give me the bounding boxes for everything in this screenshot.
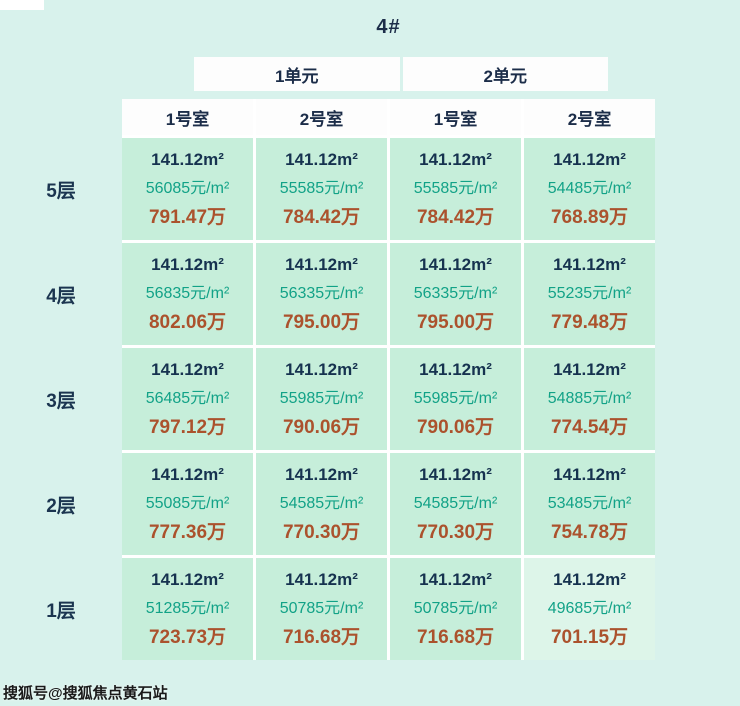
corner-artifact (0, 0, 44, 10)
price-cell-f4-u1-r1: 141.12m² 56835元/m² 802.06万 (122, 243, 253, 345)
area-value: 141.12m² (285, 569, 358, 589)
unit-price-value: 50785元/m² (413, 599, 498, 617)
price-cell-f4-u2-r1: 141.12m² 56335元/m² 795.00万 (390, 243, 521, 345)
unit-price-value: 55585元/m² (413, 179, 498, 197)
price-cell-f3-u1-r2: 141.12m² 55985元/m² 790.06万 (256, 348, 387, 450)
area-value: 141.12m² (151, 149, 224, 169)
area-value: 141.12m² (285, 359, 358, 379)
total-price-value: 791.47万 (148, 206, 227, 228)
unit-tab-2[interactable]: 2单元 (402, 57, 608, 91)
area-value: 141.12m² (285, 149, 358, 169)
area-value: 141.12m² (285, 464, 358, 484)
area-value: 141.12m² (151, 254, 224, 274)
total-price-value: 723.73万 (148, 626, 227, 648)
price-cell-f3-u1-r1: 141.12m² 56485元/m² 797.12万 (122, 348, 253, 450)
price-cell-f2-u2-r1: 141.12m² 54585元/m² 770.30万 (390, 453, 521, 555)
area-value: 141.12m² (419, 464, 492, 484)
unit-price-value: 53485元/m² (547, 494, 632, 512)
area-value: 141.12m² (151, 464, 224, 484)
area-value: 141.12m² (419, 254, 492, 274)
price-cell-f5-u2-r1: 141.12m² 55585元/m² 784.42万 (390, 138, 521, 240)
price-cell-f3-u2-r1: 141.12m² 55985元/m² 790.06万 (390, 348, 521, 450)
watermark-text: 搜狐号@搜狐焦点黄石站 (3, 685, 168, 702)
price-cell-f4-u2-r2: 141.12m² 55235元/m² 779.48万 (524, 243, 655, 345)
price-cell-f2-u1-r2: 141.12m² 54585元/m² 770.30万 (256, 453, 387, 555)
total-price-value: 790.06万 (416, 416, 495, 438)
total-price-value: 774.54万 (550, 416, 629, 438)
area-value: 141.12m² (151, 569, 224, 589)
total-price-value: 777.36万 (148, 521, 227, 543)
price-cell-f3-u2-r2: 141.12m² 54885元/m² 774.54万 (524, 348, 655, 450)
area-value: 141.12m² (419, 359, 492, 379)
total-price-value: 768.89万 (550, 206, 629, 228)
unit-price-value: 55085元/m² (145, 494, 230, 512)
unit-price-value: 50785元/m² (279, 599, 364, 617)
unit-price-value: 54585元/m² (413, 494, 498, 512)
room-header-u1-r1: 1号室 (122, 99, 253, 135)
floor-label-3: 3层 (46, 390, 76, 412)
price-cell-f2-u2-r2: 141.12m² 53485元/m² 754.78万 (524, 453, 655, 555)
unit-price-value: 55985元/m² (279, 389, 364, 407)
unit-price-value: 54485元/m² (547, 179, 632, 197)
total-price-value: 754.78万 (550, 521, 629, 543)
unit-price-value: 56485元/m² (145, 389, 230, 407)
price-cell-f1-u1-r2: 141.12m² 50785元/m² 716.68万 (256, 558, 387, 660)
unit-price-value: 55985元/m² (413, 389, 498, 407)
area-value: 141.12m² (553, 359, 626, 379)
unit-price-value: 56335元/m² (279, 284, 364, 302)
total-price-value: 797.12万 (148, 416, 227, 438)
price-cell-f1-u2-r1: 141.12m² 50785元/m² 716.68万 (390, 558, 521, 660)
total-price-value: 770.30万 (282, 521, 361, 543)
unit-price-value: 56835元/m² (145, 284, 230, 302)
room-header-u2-r1: 1号室 (390, 99, 521, 135)
floor-label-5: 5层 (46, 180, 76, 202)
price-cell-f4-u1-r2: 141.12m² 56335元/m² 795.00万 (256, 243, 387, 345)
room-header-u1-r2: 2号室 (256, 99, 387, 135)
total-price-value: 716.68万 (416, 626, 495, 648)
area-value: 141.12m² (553, 569, 626, 589)
price-cell-f5-u2-r2: 141.12m² 54485元/m² 768.89万 (524, 138, 655, 240)
unit-header-row: 1单元 2单元 (194, 57, 608, 91)
unit-price-value: 55235元/m² (547, 284, 632, 302)
price-grid: 1号室 2号室 1号室 2号室 141.12m² 56085元/m² 791.4… (122, 99, 655, 660)
area-value: 141.12m² (285, 254, 358, 274)
total-price-value: 784.42万 (282, 206, 361, 228)
unit-price-value: 54885元/m² (547, 389, 632, 407)
total-price-value: 795.00万 (282, 311, 361, 333)
price-cell-f5-u1-r1: 141.12m² 56085元/m² 791.47万 (122, 138, 253, 240)
unit-price-value: 51285元/m² (145, 599, 230, 617)
total-price-value: 790.06万 (282, 416, 361, 438)
area-value: 141.12m² (419, 569, 492, 589)
price-table: 5层 4层 3层 2层 1层 1号室 2号室 1号室 2号室 141.12m² … (0, 99, 740, 660)
floor-label-column: 5层 4层 3层 2层 1层 (0, 99, 122, 660)
price-cell-f5-u1-r2: 141.12m² 55585元/m² 784.42万 (256, 138, 387, 240)
area-value: 141.12m² (419, 149, 492, 169)
total-price-value: 784.42万 (416, 206, 495, 228)
area-value: 141.12m² (553, 464, 626, 484)
total-price-value: 779.48万 (550, 311, 629, 333)
unit-price-value: 56335元/m² (413, 284, 498, 302)
total-price-value: 716.68万 (282, 626, 361, 648)
floor-label-1: 1层 (46, 600, 76, 622)
unit-price-value: 55585元/m² (279, 179, 364, 197)
area-value: 141.12m² (151, 359, 224, 379)
total-price-value: 770.30万 (416, 521, 495, 543)
area-value: 141.12m² (553, 254, 626, 274)
unit-price-value: 54585元/m² (279, 494, 364, 512)
unit-tab-1[interactable]: 1单元 (194, 57, 400, 91)
floor-label-2: 2层 (46, 495, 76, 517)
price-cell-f1-u2-r2: 141.12m² 49685元/m² 701.15万 (524, 558, 655, 660)
unit-price-value: 49685元/m² (547, 599, 632, 617)
building-title: 4# (376, 16, 401, 38)
total-price-value: 795.00万 (416, 311, 495, 333)
total-price-value: 701.15万 (550, 626, 629, 648)
header-spacer (0, 99, 122, 135)
area-value: 141.12m² (553, 149, 626, 169)
floor-label-4: 4层 (46, 285, 76, 307)
room-header-u2-r2: 2号室 (524, 99, 655, 135)
price-cell-f1-u1-r1: 141.12m² 51285元/m² 723.73万 (122, 558, 253, 660)
price-cell-f2-u1-r1: 141.12m² 55085元/m² 777.36万 (122, 453, 253, 555)
unit-price-value: 56085元/m² (145, 179, 230, 197)
total-price-value: 802.06万 (148, 311, 227, 333)
